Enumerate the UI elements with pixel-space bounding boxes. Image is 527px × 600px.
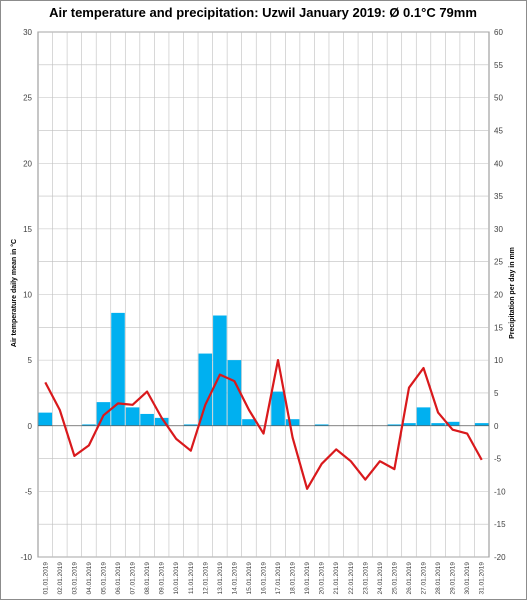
precipitation-bar (198, 353, 213, 426)
y-left-tick-label: 10 (23, 291, 32, 300)
temperature-line (44, 359, 483, 490)
y-left-tick-label: -10 (20, 553, 32, 562)
chart-title: Air temperature and precipitation: Uzwil… (49, 5, 477, 20)
precipitation-bar (402, 423, 416, 426)
x-tick-label: 16.01.2019 (261, 562, 268, 595)
x-tick-label: 08.01.2019 (144, 562, 151, 595)
y-right-tick-label: 20 (494, 291, 503, 300)
precipitation-bar (474, 423, 489, 426)
x-tick-label: 13.01.2019 (217, 562, 224, 595)
x-tick-label: 04.01.2019 (86, 562, 93, 595)
precipitation-bar (242, 419, 256, 426)
x-tick-label: 10.01.2019 (173, 562, 180, 595)
y-right-tick-label: 60 (494, 28, 503, 37)
precipitation-bar (431, 423, 445, 426)
y-right-tick-label: 25 (494, 258, 503, 267)
y-left-tick-label: 20 (23, 159, 32, 168)
precipitation-bar (285, 419, 300, 426)
y-left-tick-label: -5 (25, 487, 33, 496)
x-tick-label: 07.01.2019 (130, 562, 137, 595)
x-tick-label: 09.01.2019 (159, 562, 166, 595)
y-right-tick-label: 40 (494, 159, 503, 168)
precipitation-bar (271, 391, 285, 426)
precipitation-bar (154, 417, 169, 426)
precipitation-bar (183, 424, 198, 426)
y-right-tick-label: 10 (494, 356, 503, 365)
y-axis-left-label: Air temperature daily mean in °C (10, 239, 18, 347)
x-tick-label: 05.01.2019 (101, 562, 108, 595)
x-tick-label: 17.01.2019 (275, 562, 282, 595)
y-right-tick-label: 5 (494, 389, 499, 398)
y-right-tick-label: 50 (494, 94, 503, 103)
x-tick-label: 12.01.2019 (202, 562, 209, 595)
x-tick-label: 25.01.2019 (391, 562, 398, 595)
precipitation-bar (227, 360, 242, 426)
x-tick-label: 14.01.2019 (231, 562, 238, 595)
y-right-tick-label: 0 (494, 422, 499, 431)
x-tick-label: 31.01.2019 (479, 562, 486, 595)
x-tick-label: 01.01.2019 (42, 562, 49, 595)
x-tick-label: 15.01.2019 (246, 562, 253, 595)
x-tick-label: 30.01.2019 (464, 562, 471, 595)
x-tick-label: 29.01.2019 (450, 562, 457, 595)
precipitation-bar (445, 421, 460, 426)
precipitation-bar (82, 424, 96, 426)
y-right-tick-label: -20 (494, 553, 506, 562)
precipitation-bar (387, 424, 402, 426)
y-left-tick-label: 5 (28, 356, 33, 365)
precipitation-bar (314, 424, 329, 426)
y-right-tick-label: 35 (494, 192, 503, 201)
precipitation-bar (38, 412, 53, 426)
y-right-tick-label: 45 (494, 126, 503, 135)
y-right-tick-label: -10 (494, 487, 506, 496)
x-tick-label: 11.01.2019 (188, 562, 195, 594)
precipitation-bar (111, 312, 125, 426)
x-tick-label: 18.01.2019 (290, 562, 297, 595)
x-tick-label: 20.01.2019 (319, 562, 326, 595)
x-tick-label: 28.01.2019 (435, 562, 442, 595)
y-right-tick-label: -5 (494, 455, 502, 464)
x-tick-label: 23.01.2019 (362, 562, 369, 595)
x-tick-label: 27.01.2019 (421, 562, 428, 595)
x-tick-label: 24.01.2019 (377, 562, 384, 595)
x-tick-label: 03.01.2019 (71, 562, 78, 595)
y-right-tick-label: -15 (494, 520, 506, 529)
x-tick-label: 22.01.2019 (348, 562, 355, 595)
y-right-tick-label: 30 (494, 225, 503, 234)
y-right-tick-label: 55 (494, 61, 503, 70)
x-tick-label: 26.01.2019 (406, 562, 413, 595)
y-left-tick-label: 15 (23, 225, 32, 234)
precipitation-bar (213, 315, 227, 426)
y-right-tick-label: 15 (494, 323, 503, 332)
x-tick-label: 06.01.2019 (115, 562, 122, 595)
x-tick-label: 21.01.2019 (333, 562, 340, 595)
precipitation-bar (125, 407, 140, 426)
x-tick-label: 02.01.2019 (57, 562, 64, 595)
y-axis-right-label: Precipitation per day in mm (509, 247, 516, 339)
y-left-tick-label: 30 (23, 28, 32, 37)
y-left-tick-label: 25 (23, 94, 32, 103)
precipitation-bar (416, 407, 431, 426)
x-tick-label: 19.01.2019 (304, 562, 311, 595)
y-left-tick-label: 0 (28, 422, 33, 431)
precipitation-bar (140, 413, 154, 426)
